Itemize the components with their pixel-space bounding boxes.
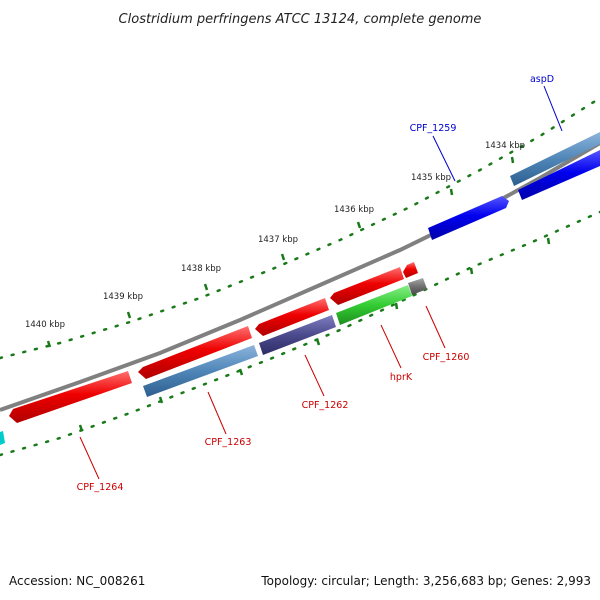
cds-cpf1264	[9, 371, 132, 423]
gene-label-cpf1259: CPF_1259	[410, 123, 457, 134]
tick-label-1440: 1440 kbp	[25, 320, 65, 330]
gene-label-cpf1264: CPF_1264	[77, 482, 124, 493]
cds-hprk	[336, 285, 412, 325]
tick-label-1438: 1438 kbp	[181, 264, 221, 274]
outer-major-ticks	[46, 156, 515, 348]
inner-tick-ring	[0, 210, 600, 457]
cds-hprk-red	[330, 267, 404, 305]
cds-forward-upper-2	[518, 150, 600, 200]
genome-summary-text: Topology: circular; Length: 3,256,683 bp…	[261, 574, 591, 588]
cds-cpf1262-red	[255, 298, 329, 336]
cds-cpf1263-red	[138, 326, 252, 379]
tick-label-1437: 1437 kbp	[258, 235, 298, 245]
gene-label-cpf1263: CPF_1263	[205, 437, 252, 448]
cds-cpf1260-red	[403, 262, 418, 278]
label-leaders	[79, 85, 563, 480]
tick-label-1435: 1435 kbp	[411, 173, 451, 183]
gene-label-hprk: hprK	[390, 372, 413, 383]
cds-cpf1263	[143, 345, 258, 397]
tick-label-1434: 1434 kbp	[485, 141, 525, 151]
cds-cpf1262	[259, 315, 336, 355]
gene-label-aspd: aspD	[530, 74, 554, 85]
tick-label-1436: 1436 kbp	[334, 205, 374, 215]
tick-label-1439: 1439 kbp	[103, 292, 143, 302]
inner-major-ticks	[78, 237, 551, 432]
outer-tick-ring	[0, 96, 600, 360]
cds-forward-upper-1	[510, 132, 600, 186]
gene-label-cpf1260: CPF_1260	[423, 352, 470, 363]
cds-cyan-fragment	[0, 431, 5, 445]
genome-backbone	[0, 141, 600, 412]
gene-label-cpf1262: CPF_1262	[302, 400, 349, 411]
cds-forward-cpf1259	[428, 196, 509, 240]
cds-cpf1260	[408, 278, 427, 295]
map-title: Clostridium perfringens ATCC 13124, comp…	[119, 12, 482, 27]
accession-text: Accession: NC_008261	[9, 574, 146, 588]
